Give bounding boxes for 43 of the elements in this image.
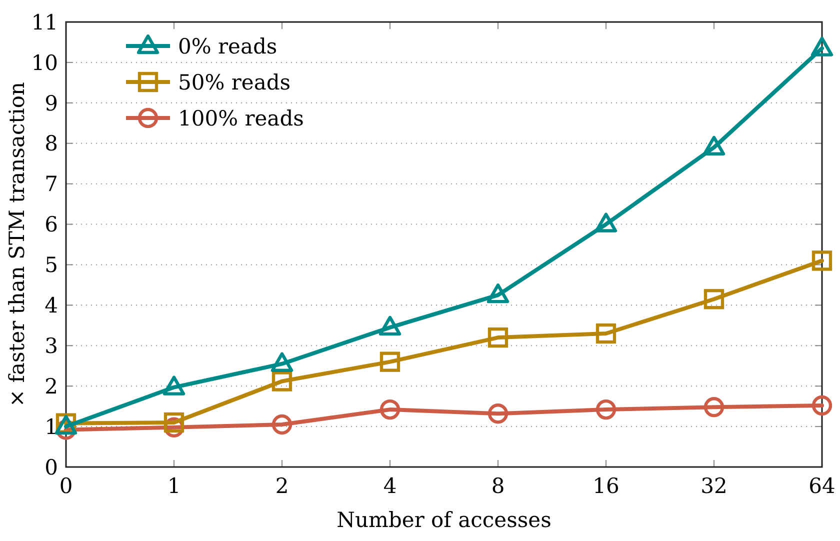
y-tick-label: 6 <box>44 212 58 237</box>
x-tick-label: 8 <box>491 474 505 498</box>
x-tick-label: 1 <box>167 474 181 498</box>
y-tick-label: 5 <box>44 253 58 278</box>
point <box>272 414 292 435</box>
y-tick-label: 8 <box>44 132 58 156</box>
point <box>272 371 292 392</box>
x-tick-label: 2 <box>275 474 289 498</box>
point <box>486 283 510 304</box>
point <box>488 404 508 424</box>
point <box>810 36 834 56</box>
point <box>812 250 832 271</box>
x-tick-label: 0 <box>59 474 73 498</box>
x-tick-label: 32 <box>700 474 728 498</box>
y-tick-label: 3 <box>44 334 58 358</box>
y-tick-label: 9 <box>44 91 58 116</box>
point <box>812 395 832 416</box>
point <box>596 323 616 344</box>
y-tick-label: 2 <box>44 374 58 398</box>
x-tick-label: 64 <box>808 474 836 498</box>
y-tick-label: 0 <box>44 455 58 480</box>
point <box>702 136 726 156</box>
point <box>596 399 616 420</box>
y-tick-label: 7 <box>44 172 58 196</box>
point <box>380 352 400 372</box>
point <box>380 399 400 420</box>
legend-label: 0% reads <box>178 34 278 58</box>
legend-label: 50% reads <box>178 70 291 94</box>
x-axis-title: Number of accesses <box>336 508 552 532</box>
point <box>488 327 508 348</box>
y-tick-label: 11 <box>31 10 58 34</box>
point <box>704 289 724 310</box>
point <box>378 316 402 336</box>
point <box>164 412 184 433</box>
x-tick-label: 4 <box>383 474 397 498</box>
y-tick-label: 10 <box>31 50 58 75</box>
y-axis-title: × faster than STM transaction <box>5 82 29 408</box>
point <box>594 212 618 232</box>
y-tick-label: 4 <box>44 294 58 318</box>
point <box>704 397 724 418</box>
x-tick-label: 16 <box>592 474 620 498</box>
y-tick-label: 1 <box>44 414 58 439</box>
legend-label: 100% reads <box>178 106 304 130</box>
